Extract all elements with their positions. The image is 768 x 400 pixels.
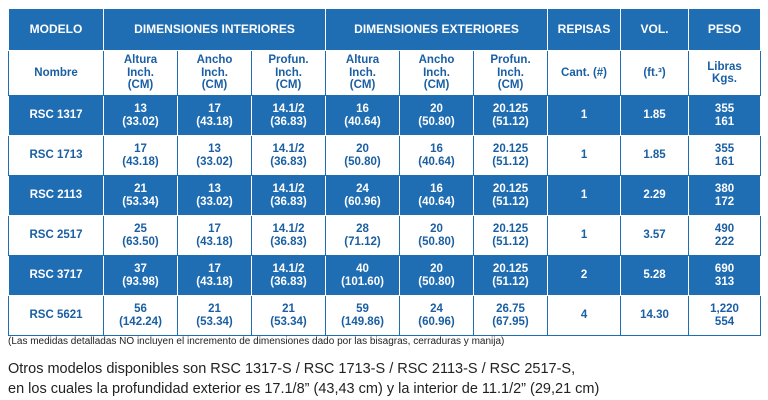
note: (Las medidas detalladas NO incluyen el i… bbox=[8, 336, 505, 347]
data-cell: 56 (142.24) bbox=[103, 295, 178, 336]
data-cell: 20.125 (51.12) bbox=[473, 255, 549, 296]
subheader-cell: Libras Kgs. bbox=[688, 50, 762, 96]
data-cell: 1 bbox=[547, 215, 622, 256]
data-row: RSC 3717 37 (93.98) 17 (43.18) 14.1/2 (36.8… bbox=[8, 255, 762, 296]
data-cell: 40 (101.60) bbox=[325, 255, 401, 296]
data-cell: 21 (53.34) bbox=[250, 295, 327, 336]
header-row: MODELO DIMENSIONES INTERIORES DIMENSIONES … bbox=[8, 8, 762, 51]
model-cell: RSC 2113 bbox=[8, 175, 104, 216]
header-cell: MODELO bbox=[8, 8, 104, 51]
data-cell: 20.125 (51.12) bbox=[473, 175, 549, 216]
data-cell: 25 (63.50) bbox=[103, 215, 178, 256]
data-cell: 17 (43.18) bbox=[177, 255, 252, 296]
data-cell: 3.57 bbox=[620, 215, 690, 256]
data-cell: 21 (53.34) bbox=[177, 295, 252, 336]
data-cell: 13 (33.02) bbox=[177, 175, 252, 216]
data-cell: 26.75 (67.95) bbox=[473, 295, 549, 336]
data-cell: 1 bbox=[547, 95, 622, 136]
data-cell: 20.125 (51.12) bbox=[473, 95, 549, 136]
data-cell: 14.1/2 (36.83) bbox=[250, 135, 327, 176]
data-cell: 2.29 bbox=[620, 175, 690, 216]
data-cell: 20.125 (51.12) bbox=[473, 215, 549, 256]
data-cell: 1.85 bbox=[620, 95, 690, 136]
data-cell: 28 (71.12) bbox=[325, 215, 401, 256]
subheader-cell: Profun. Inch. (CM) bbox=[250, 50, 327, 96]
data-row: RSC 1317 13 (33.02) 17 (43.18) 14.1/2 (36.8… bbox=[8, 95, 762, 136]
data-cell: 20 (50.80) bbox=[399, 215, 475, 256]
subheader-cell: Altura Inch. (CM) bbox=[103, 50, 178, 96]
data-cell: 380 172 bbox=[688, 175, 762, 216]
data-cell: 20.125 (51.12) bbox=[473, 135, 549, 176]
subheader-cell: Cant. (#) bbox=[547, 50, 622, 96]
subheader-cell: Altura Inch. (CM) bbox=[325, 50, 401, 96]
data-cell: 1,220 554 bbox=[688, 295, 762, 336]
model-cell: RSC 1713 bbox=[8, 135, 104, 176]
model-cell: RSC 2517 bbox=[8, 215, 104, 256]
data-cell: 14.1/2 (36.83) bbox=[250, 95, 327, 136]
header-cell: VOL. bbox=[620, 8, 690, 51]
data-cell: 16 (40.64) bbox=[325, 95, 401, 136]
data-cell: 4 bbox=[547, 295, 622, 336]
header-cell: PESO bbox=[688, 8, 762, 51]
data-cell: 20 (50.80) bbox=[325, 135, 401, 176]
data-cell: 2 bbox=[547, 255, 622, 296]
data-cell: 24 (60.96) bbox=[399, 295, 475, 336]
subheader-cell: Profun. Inch. (CM) bbox=[473, 50, 549, 96]
header-cell: REPISAS bbox=[547, 8, 622, 51]
data-cell: 490 222 bbox=[688, 215, 762, 256]
data-cell: 14.1/2 (36.83) bbox=[250, 175, 327, 216]
subheader-cell: Ancho Inch. (CM) bbox=[177, 50, 252, 96]
data-cell: 1 bbox=[547, 135, 622, 176]
data-cell: 24 (60.96) bbox=[325, 175, 401, 216]
data-cell: 5.28 bbox=[620, 255, 690, 296]
data-cell: 13 (33.02) bbox=[177, 135, 252, 176]
spec-table: MODELO DIMENSIONES INTERIORES DIMENSIONES … bbox=[8, 8, 762, 336]
data-row: RSC 2517 25 (63.50) 17 (43.18) 14.1/2 (36.8… bbox=[8, 215, 762, 256]
data-cell: 1 bbox=[547, 175, 622, 216]
data-cell: 16 (40.64) bbox=[399, 135, 475, 176]
data-cell: 17 (43.18) bbox=[177, 95, 252, 136]
model-cell: RSC 1317 bbox=[8, 95, 104, 136]
data-row: RSC 5621 56 (142.24) 21 (53.34) 21 (53.34) 5… bbox=[8, 295, 762, 336]
data-cell: 59 (149.86) bbox=[325, 295, 401, 336]
data-cell: 690 313 bbox=[688, 255, 762, 296]
data-cell: 13 (33.02) bbox=[103, 95, 178, 136]
data-cell: 355 161 bbox=[688, 95, 762, 136]
subheader-cell: Ancho Inch. (CM) bbox=[399, 50, 475, 96]
data-cell: 20 (50.80) bbox=[399, 255, 475, 296]
footer-line: Otros modelos disponibles son RSC 1317-S… bbox=[8, 361, 576, 377]
data-row: RSC 1713 17 (43.18) 13 (33.02) 14.1/2 (36.8… bbox=[8, 135, 762, 176]
header-cell: DIMENSIONES INTERIORES bbox=[102, 8, 327, 51]
footer: Otros modelos disponibles son RSC 1317-S… bbox=[8, 359, 599, 399]
data-cell: 17 (43.18) bbox=[177, 215, 252, 256]
data-cell: 20 (50.80) bbox=[399, 95, 475, 136]
data-cell: 16 (40.64) bbox=[399, 175, 475, 216]
data-cell: 1.85 bbox=[620, 135, 690, 176]
data-cell: 14.1/2 (36.83) bbox=[250, 255, 327, 296]
model-cell: RSC 3717 bbox=[8, 255, 104, 296]
data-cell: 14.1/2 (36.83) bbox=[250, 215, 327, 256]
data-cell: 355 161 bbox=[688, 135, 762, 176]
data-cell: 14.30 bbox=[620, 295, 690, 336]
header-cell: DIMENSIONES EXTERIORES bbox=[325, 8, 549, 51]
data-cell: 37 (93.98) bbox=[103, 255, 178, 296]
footer-line: en los cuales la profundidad exterior es… bbox=[8, 381, 600, 397]
subheader-row: Nombre Altura Inch. (CM) Ancho Inch. (CM) P… bbox=[8, 50, 762, 96]
subheader-cell: Nombre bbox=[8, 50, 104, 96]
model-cell: RSC 5621 bbox=[8, 295, 104, 336]
subheader-cell: (ft.³) bbox=[620, 50, 690, 96]
data-cell: 17 (43.18) bbox=[103, 135, 178, 176]
data-row: RSC 2113 21 (53.34) 13 (33.02) 14.1/2 (36.8… bbox=[8, 175, 762, 216]
data-cell: 21 (53.34) bbox=[103, 175, 178, 216]
